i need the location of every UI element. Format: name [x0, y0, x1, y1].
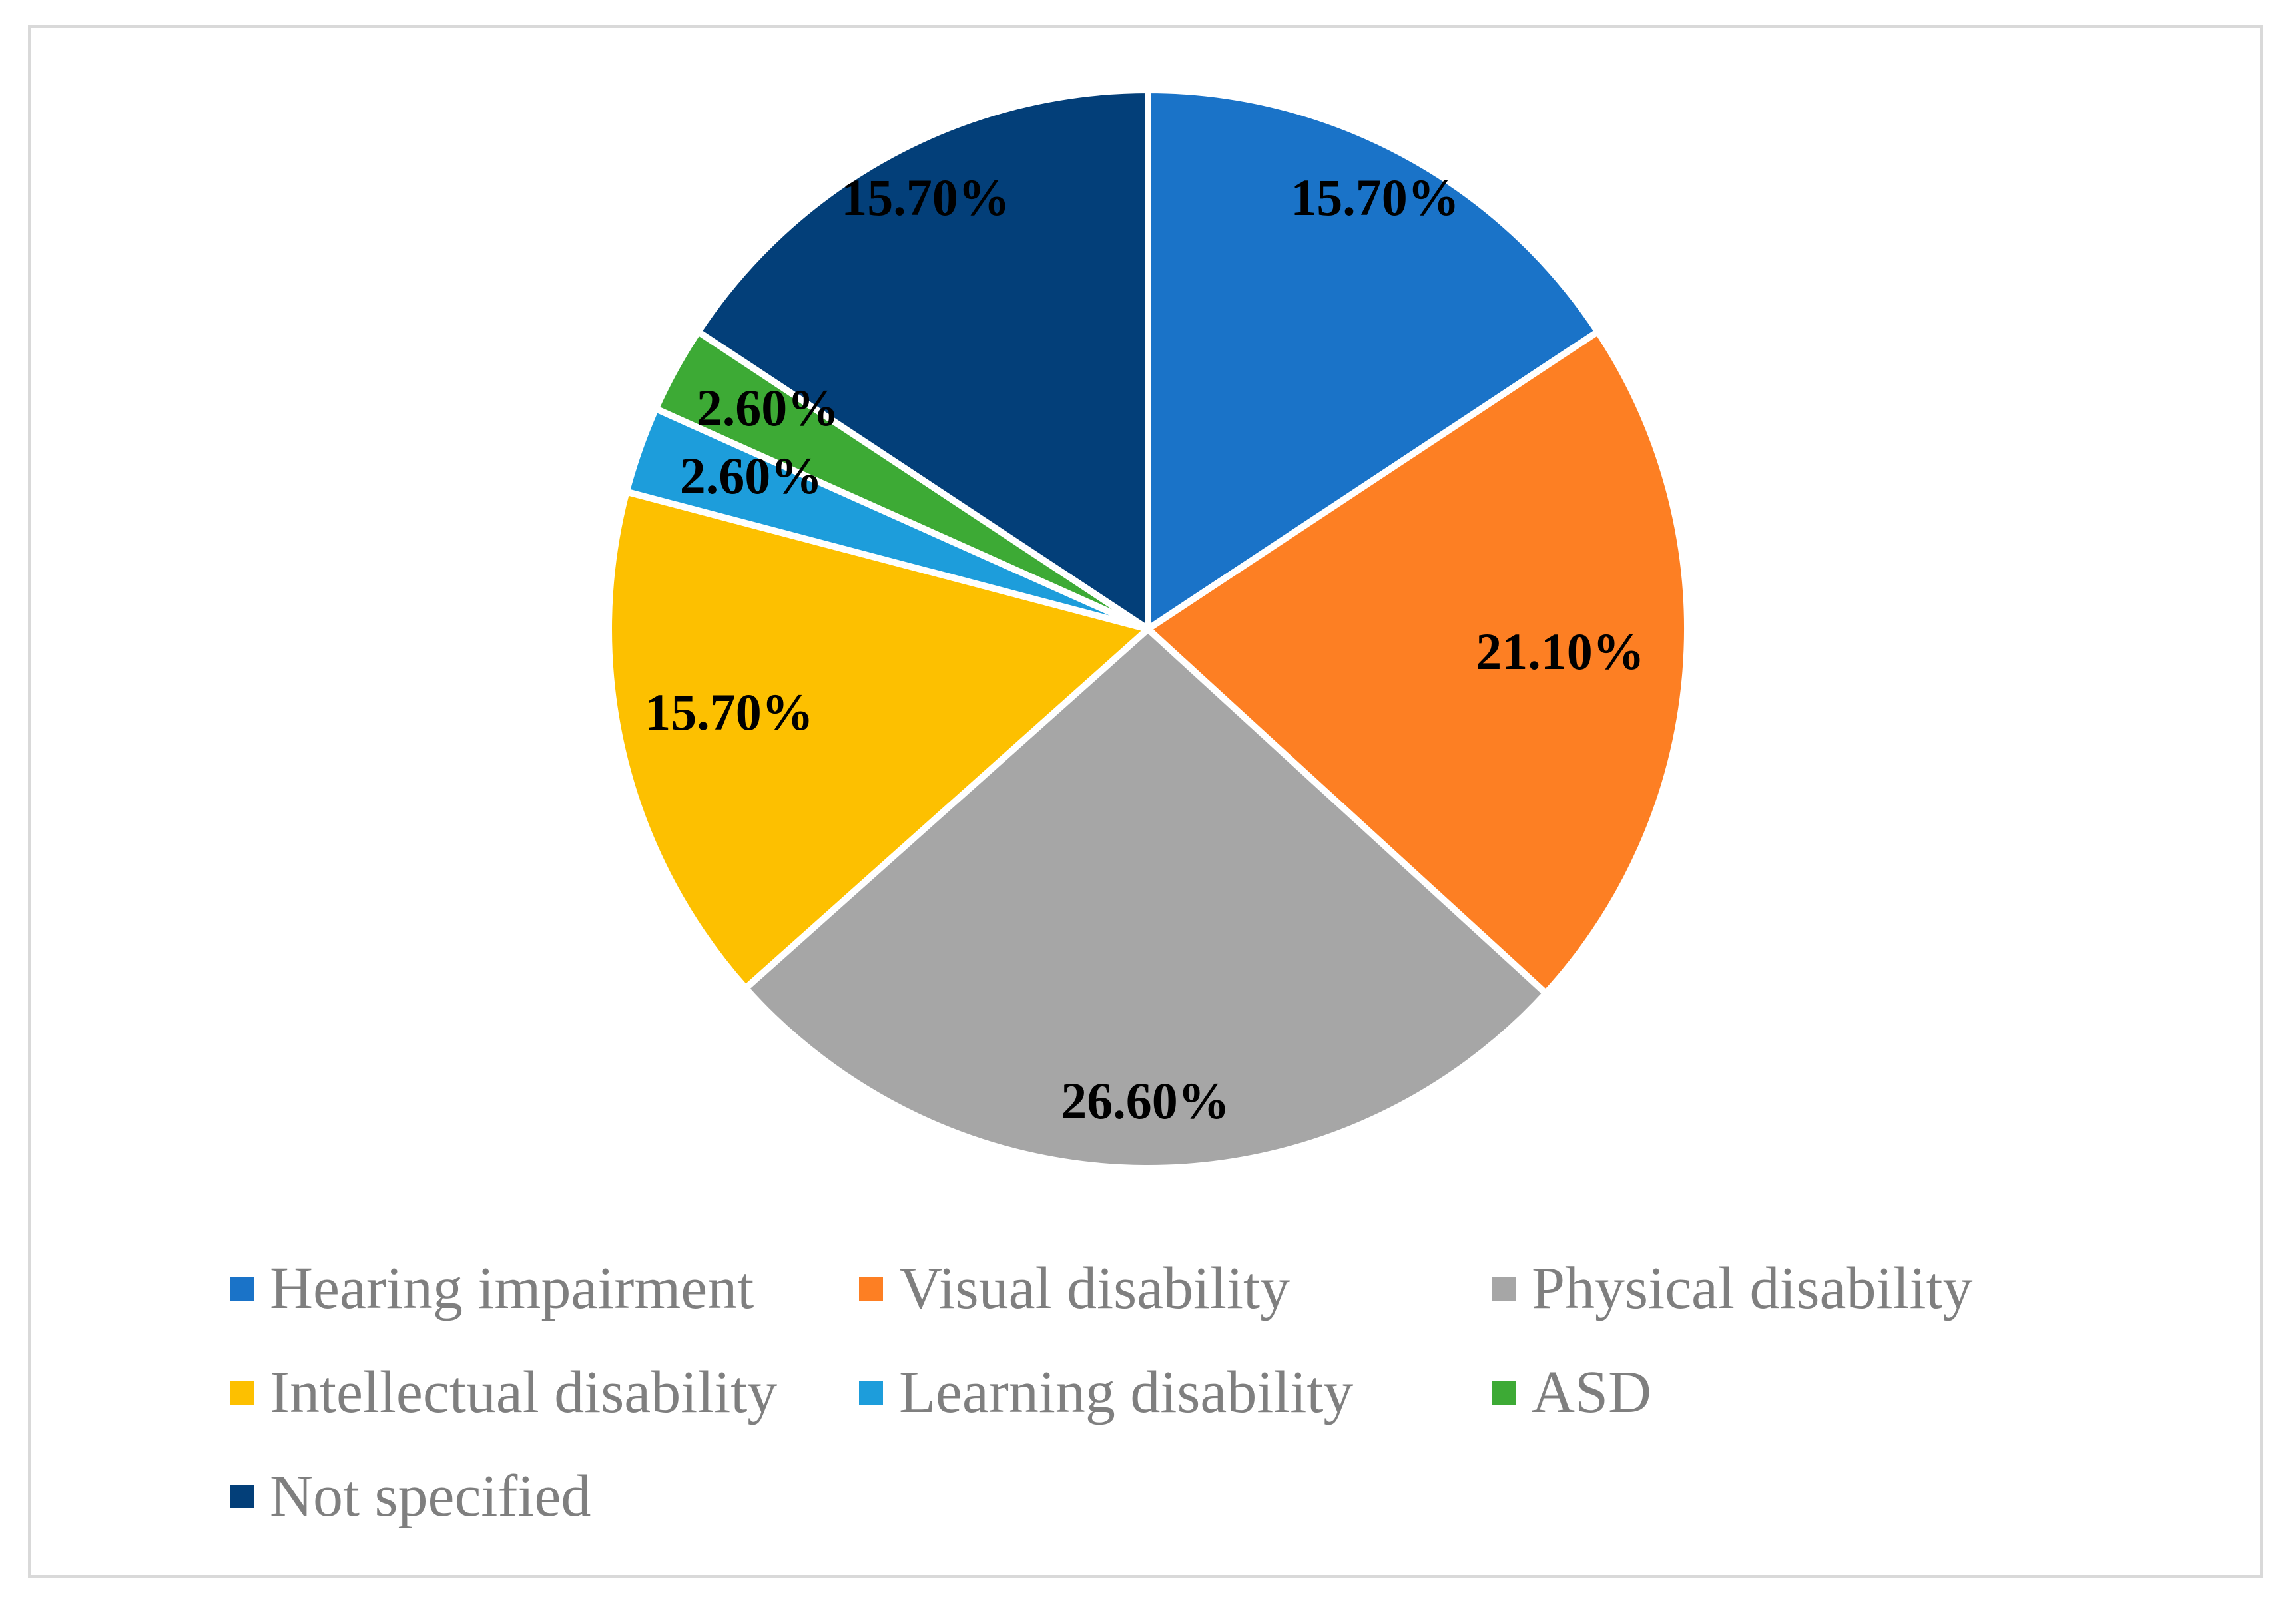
legend-item-asd[interactable]: ASD	[1492, 1363, 1651, 1423]
slice-visual[interactable]	[1142, 327, 1691, 999]
legend-label-intellectual: Intellectual disability	[270, 1359, 778, 1425]
legend-item-learning[interactable]: Learning disability	[859, 1363, 1353, 1423]
legend-item-intellectual[interactable]: Intellectual disability	[230, 1363, 777, 1423]
legend-swatch-not-specified	[230, 1485, 254, 1508]
slice-physical[interactable]	[740, 624, 1551, 1172]
legend-label-hearing: Hearing impairment	[270, 1256, 754, 1321]
data-label-physical: 26.60%	[1061, 1072, 1230, 1130]
data-label-learning: 2.60%	[680, 447, 823, 505]
data-label-intellectual: 15.70%	[645, 683, 814, 741]
slice-intellectual[interactable]	[605, 487, 1155, 993]
legend-item-visual[interactable]: Visual disability	[859, 1259, 1290, 1319]
data-label-not-specified: 15.70%	[841, 168, 1010, 226]
legend-swatch-asd	[1492, 1381, 1516, 1405]
legend-swatch-physical	[1492, 1277, 1516, 1301]
pie-data-labels: 15.70% 21.10% 26.60% 15.70% 2.60% 2.60% …	[645, 168, 1645, 1130]
slice-not-specified[interactable]	[693, 86, 1151, 636]
legend-label-not-specified: Not specified	[270, 1463, 591, 1529]
legend-swatch-hearing	[230, 1277, 254, 1301]
legend-swatch-visual	[859, 1277, 883, 1301]
legend-item-hearing[interactable]: Hearing impairment	[230, 1259, 754, 1319]
legend-swatch-learning	[859, 1381, 883, 1405]
legend-label-asd: ASD	[1532, 1359, 1652, 1425]
legend-label-physical: Physical disability	[1532, 1256, 1973, 1321]
slice-hearing[interactable]	[1145, 86, 1603, 636]
data-label-visual: 21.10%	[1476, 622, 1645, 680]
data-label-asd: 2.60%	[697, 379, 840, 437]
legend-item-not-specified[interactable]: Not specified	[230, 1467, 591, 1526]
pie-slices	[605, 86, 1691, 1172]
legend-swatch-intellectual	[230, 1381, 254, 1405]
legend-item-physical[interactable]: Physical disability	[1492, 1259, 1972, 1319]
data-label-hearing: 15.70%	[1291, 168, 1460, 226]
legend-label-visual: Visual disability	[899, 1256, 1291, 1321]
legend-label-learning: Learning disability	[899, 1359, 1354, 1425]
